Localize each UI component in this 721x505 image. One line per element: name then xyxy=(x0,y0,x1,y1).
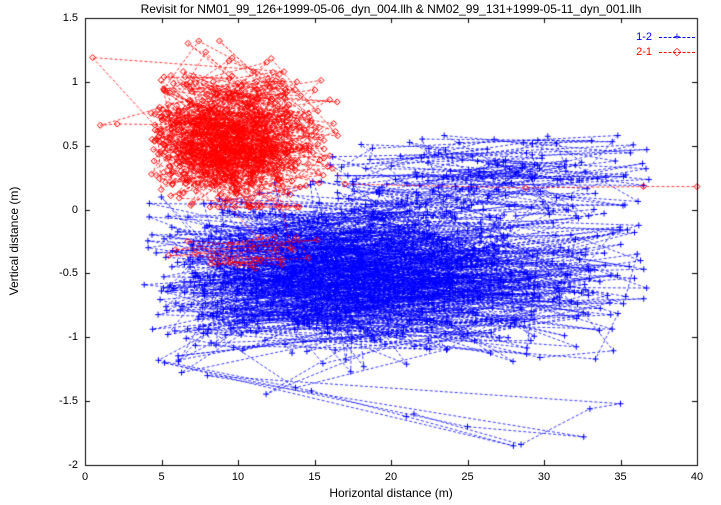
y-axis-label: Vertical distance (m) xyxy=(7,186,21,296)
x-axis-label: Horizontal distance (m) xyxy=(329,486,453,500)
y-tick-label: -2 xyxy=(68,459,78,471)
y-tick-label: -1 xyxy=(68,331,78,344)
x-tick-label: 30 xyxy=(537,471,551,483)
legend-entry-1-2: 1-2 + xyxy=(636,30,695,44)
legend: 1-2 + 2-1 ◇ xyxy=(636,30,695,59)
diamond-marker-icon: ◇ xyxy=(659,45,695,59)
legend-entry-2-1: 2-1 ◇ xyxy=(636,45,695,59)
plus-marker-icon: + xyxy=(659,30,695,44)
legend-label: 2-1 xyxy=(636,46,652,58)
legend-label: 1-2 xyxy=(636,31,652,43)
chart-title: Revisit for NM01_99_126+1999-05-06_dyn_0… xyxy=(140,2,642,16)
y-tick-label: -1.5 xyxy=(59,395,78,408)
x-tick-label: 15 xyxy=(308,471,321,483)
x-tick-label: 20 xyxy=(384,471,398,483)
x-tick-label: 5 xyxy=(158,471,165,483)
x-tick-label: 40 xyxy=(690,471,704,483)
y-tick-label: 0.5 xyxy=(62,139,78,152)
y-tick-label: -0.5 xyxy=(59,267,78,280)
x-tick-label: 25 xyxy=(461,471,474,483)
x-tick-label: 0 xyxy=(81,471,89,483)
x-tick-label: 35 xyxy=(614,471,627,483)
y-tick-label: 1 xyxy=(71,75,78,88)
y-tick-label: 1.5 xyxy=(62,12,78,24)
x-tick-label: 10 xyxy=(231,471,245,483)
y-tick-label: 0 xyxy=(71,203,78,216)
